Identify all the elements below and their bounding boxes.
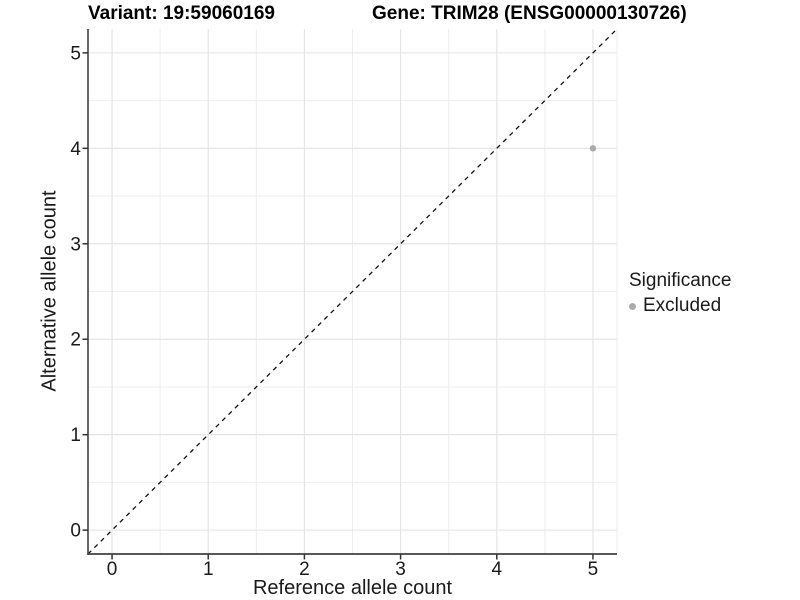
legend-item-label: Excluded (643, 295, 722, 316)
svg-text:0: 0 (70, 521, 81, 542)
svg-text:4: 4 (70, 139, 81, 160)
x-axis-title: Reference allele count (252, 577, 452, 599)
svg-text:2: 2 (70, 330, 81, 351)
identity-line (87, 28, 618, 555)
grid-major (88, 29, 618, 554)
legend: Significance Excluded (629, 270, 731, 317)
svg-text:1: 1 (70, 425, 81, 446)
grid-minor (88, 29, 617, 554)
gene-title: Gene: TRIM28 (ENSG00000130726) (372, 3, 687, 24)
svg-text:3: 3 (70, 234, 81, 255)
axis-ticks (82, 52, 594, 560)
x-tick-labels: 0 1 2 3 4 5 (107, 559, 598, 580)
y-axis-title: Alternative allele count (38, 190, 61, 392)
svg-text:0: 0 (107, 559, 118, 580)
data-points (589, 145, 597, 152)
y-tick-labels: 0 1 2 3 4 5 (70, 43, 81, 541)
svg-text:4: 4 (491, 559, 502, 580)
svg-text:3: 3 (395, 559, 406, 580)
svg-text:5: 5 (70, 43, 81, 64)
variant-title: Variant: 19:59060169 (88, 3, 275, 24)
svg-text:5: 5 (588, 559, 599, 580)
axis-lines (87, 29, 617, 555)
svg-text:1: 1 (203, 559, 214, 580)
data-point (589, 145, 597, 152)
legend-point-icon (629, 302, 636, 310)
legend-item-excluded: Excluded (629, 295, 731, 317)
legend-title: Significance (629, 270, 732, 291)
svg-text:2: 2 (299, 559, 310, 580)
